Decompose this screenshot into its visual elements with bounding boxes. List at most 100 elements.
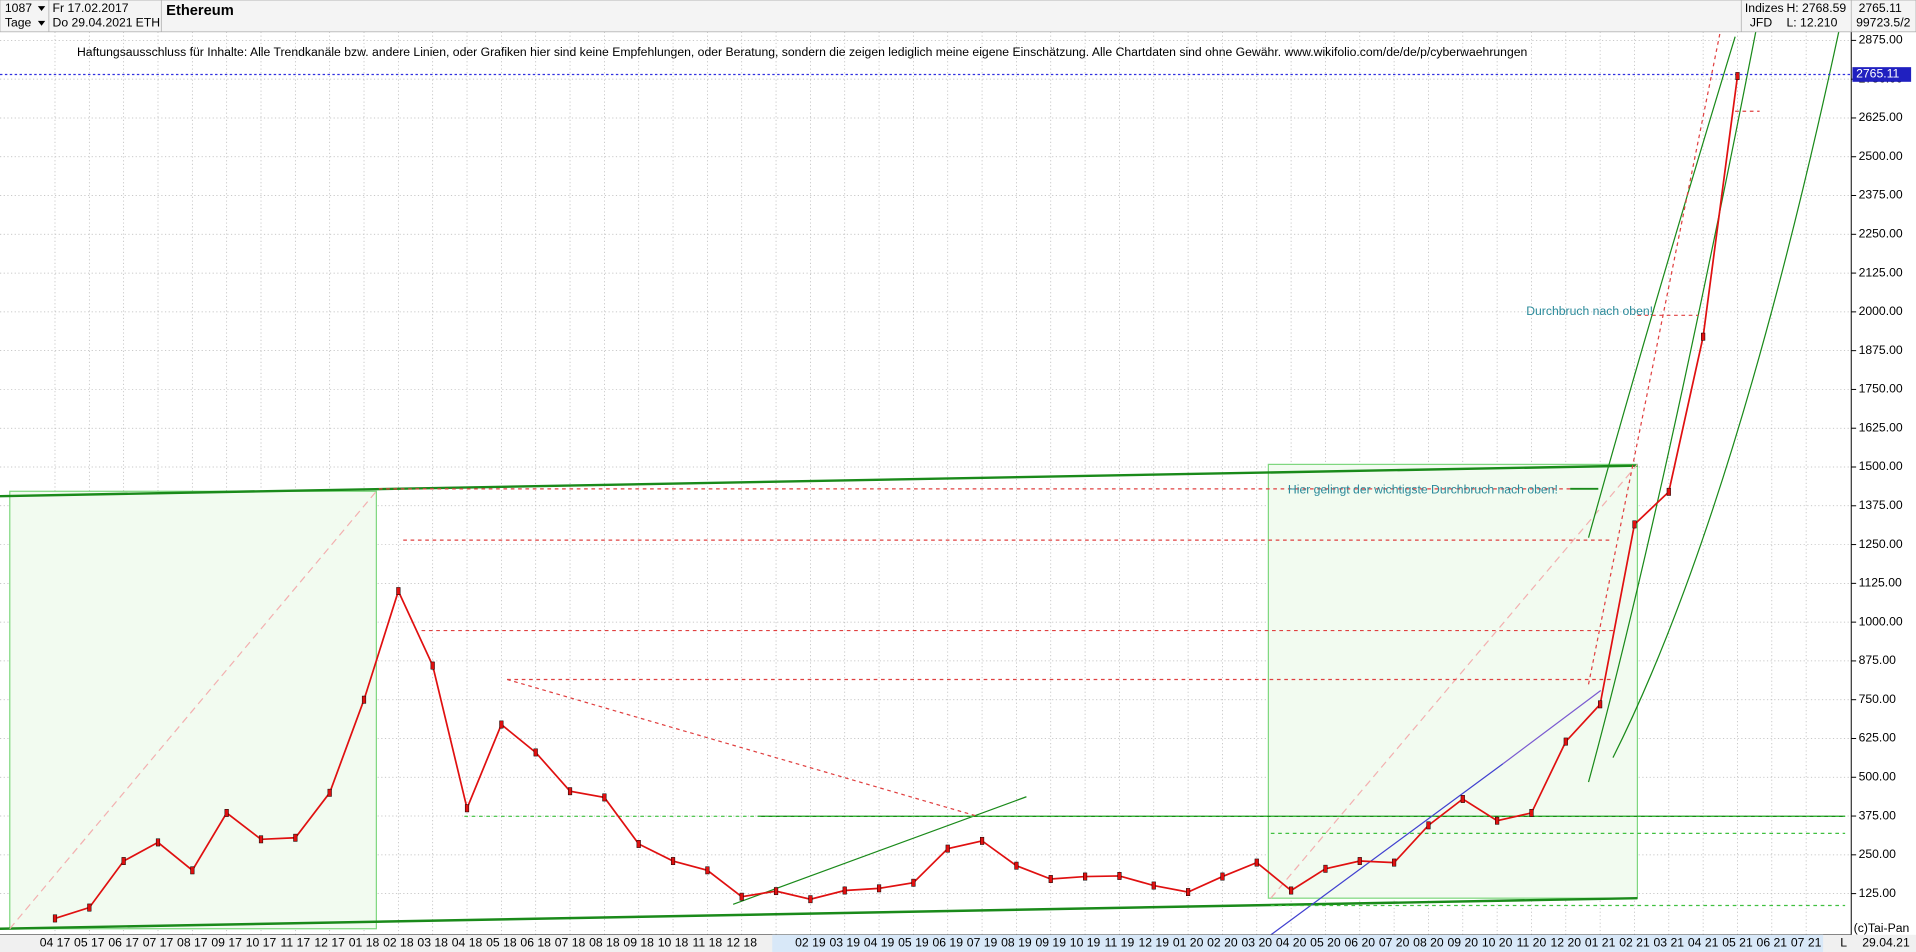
x-tick-label: 01 21 bbox=[1585, 936, 1616, 950]
x-tick-label: 05 19 bbox=[898, 936, 929, 950]
bar-count[interactable]: 1087 bbox=[5, 1, 32, 15]
start-date: Fr 17.02.2017 bbox=[53, 1, 129, 15]
x-tick-label: 12 19 bbox=[1138, 936, 1169, 950]
x-tick-label: 06 18 bbox=[520, 936, 551, 950]
trend-drawings bbox=[0, 12, 1846, 936]
price-candle bbox=[1254, 858, 1259, 867]
price-candle bbox=[1083, 872, 1088, 881]
x-tick-label: 02 18 bbox=[383, 936, 414, 950]
price-candle bbox=[533, 748, 538, 757]
y-tick-label: 1250.00 bbox=[1859, 537, 1903, 551]
x-tick-label: 12 17 bbox=[314, 936, 345, 950]
annotation: Durchbruch nach oben! bbox=[1526, 304, 1653, 318]
price-candle bbox=[1701, 332, 1706, 341]
y-tick-label: 2375.00 bbox=[1859, 188, 1903, 202]
price-candle bbox=[361, 695, 367, 704]
x-tick-label: 02 20 bbox=[1207, 936, 1238, 950]
low: L: 12.210 bbox=[1786, 15, 1837, 29]
trend-curve bbox=[1587, 36, 1736, 538]
y-tick-label: 2500.00 bbox=[1859, 149, 1903, 163]
y-tick-label: 125.00 bbox=[1859, 886, 1897, 900]
price-candle bbox=[1151, 881, 1156, 890]
y-tick-label: 500.00 bbox=[1859, 769, 1897, 783]
y-tick-label: 375.00 bbox=[1859, 808, 1897, 822]
x-tick-label: 08 20 bbox=[1413, 936, 1444, 950]
price-candle bbox=[1289, 886, 1294, 895]
price-candle bbox=[327, 788, 332, 797]
x-tick-label: 04 19 bbox=[864, 936, 895, 950]
price-candle bbox=[430, 661, 435, 670]
price-candle bbox=[979, 836, 985, 845]
price-candle bbox=[567, 787, 573, 796]
price-line bbox=[54, 75, 1739, 920]
x-tick-label: 09 20 bbox=[1448, 936, 1479, 950]
scale-mode[interactable]: L bbox=[1840, 936, 1847, 950]
x-tick-label: 04 17 bbox=[40, 936, 71, 950]
x-tick-label: 02 21 bbox=[1619, 936, 1650, 950]
group: Indizes bbox=[1745, 1, 1784, 15]
last-price-label: 2765.11 bbox=[1856, 67, 1899, 81]
price-candle bbox=[1598, 700, 1603, 709]
x-tick-label: 10 20 bbox=[1482, 936, 1513, 950]
period[interactable]: Tage bbox=[5, 15, 32, 29]
price-candle bbox=[1323, 864, 1328, 873]
price-candle bbox=[670, 857, 676, 865]
x-tick-label: 11 18 bbox=[693, 936, 723, 950]
price-candle bbox=[1495, 816, 1500, 825]
x-tick-label: 06 19 bbox=[932, 936, 963, 950]
x-axis-highlight bbox=[772, 934, 1824, 952]
y-tick-label: 2000.00 bbox=[1859, 304, 1903, 318]
last-price-box bbox=[1852, 67, 1912, 82]
x-tick-label: 05 20 bbox=[1310, 936, 1341, 950]
trend-line bbox=[9, 490, 377, 930]
y-tick-label: 1625.00 bbox=[1859, 420, 1903, 434]
header bbox=[0, 0, 1916, 33]
x-tick-label: 08 18 bbox=[589, 936, 620, 950]
volume: 99723.5/2 bbox=[1856, 15, 1911, 29]
last-date: 29.04.21 bbox=[1862, 936, 1910, 950]
trend-line bbox=[1270, 763, 1504, 936]
price-candle bbox=[1117, 872, 1122, 880]
price-candle bbox=[1392, 858, 1397, 867]
x-tick-label: 12 20 bbox=[1551, 936, 1582, 950]
price-candle bbox=[1426, 821, 1431, 830]
trend-line bbox=[1587, 30, 1722, 685]
x-tick-label: 03 19 bbox=[829, 936, 860, 950]
x-tick-label: 11 19 bbox=[1105, 936, 1135, 950]
x-tick-label: 07 17 bbox=[143, 936, 174, 950]
price-candle bbox=[773, 887, 779, 896]
x-tick-label: 06 17 bbox=[108, 936, 139, 950]
price-candle bbox=[1563, 737, 1568, 746]
x-tick-label: 07 20 bbox=[1379, 936, 1410, 950]
high: H: 2768.59 bbox=[1786, 1, 1846, 15]
price-candle bbox=[224, 809, 229, 817]
last-price: 2765.11 bbox=[1859, 1, 1902, 15]
trend-line bbox=[0, 464, 1638, 498]
x-tick-label: 11 17 bbox=[281, 936, 311, 950]
symbol: ETH bbox=[136, 15, 160, 29]
x-tick-label: 04 20 bbox=[1276, 936, 1307, 950]
x-tick-label: 11 20 bbox=[1517, 936, 1547, 950]
price-candle bbox=[1186, 888, 1191, 896]
annotation: Hier gelingt der wichtigste Durchbruch n… bbox=[1288, 482, 1558, 496]
x-tick-label: 06 21 bbox=[1757, 936, 1788, 950]
x-tick-label: 04 18 bbox=[452, 936, 483, 950]
trend-curve bbox=[1587, 12, 1761, 783]
price-candle bbox=[1014, 861, 1019, 870]
price-candle bbox=[1735, 72, 1740, 80]
x-tick-label: 07 21 bbox=[1791, 936, 1822, 950]
y-tick-label: 625.00 bbox=[1859, 731, 1897, 745]
price-candle bbox=[636, 840, 641, 848]
x-tick-label: 10 17 bbox=[246, 936, 277, 950]
price-candle bbox=[602, 793, 607, 802]
y-tick-label: 1875.00 bbox=[1859, 343, 1903, 357]
x-tick-label: 10 19 bbox=[1070, 936, 1101, 950]
y-tick-label: 1000.00 bbox=[1859, 614, 1903, 628]
price-candle bbox=[945, 844, 950, 853]
x-tick-label: 08 17 bbox=[177, 936, 208, 950]
trend-line bbox=[506, 678, 978, 817]
price-candle bbox=[293, 833, 298, 842]
y-tick-label: 250.00 bbox=[1859, 847, 1897, 861]
